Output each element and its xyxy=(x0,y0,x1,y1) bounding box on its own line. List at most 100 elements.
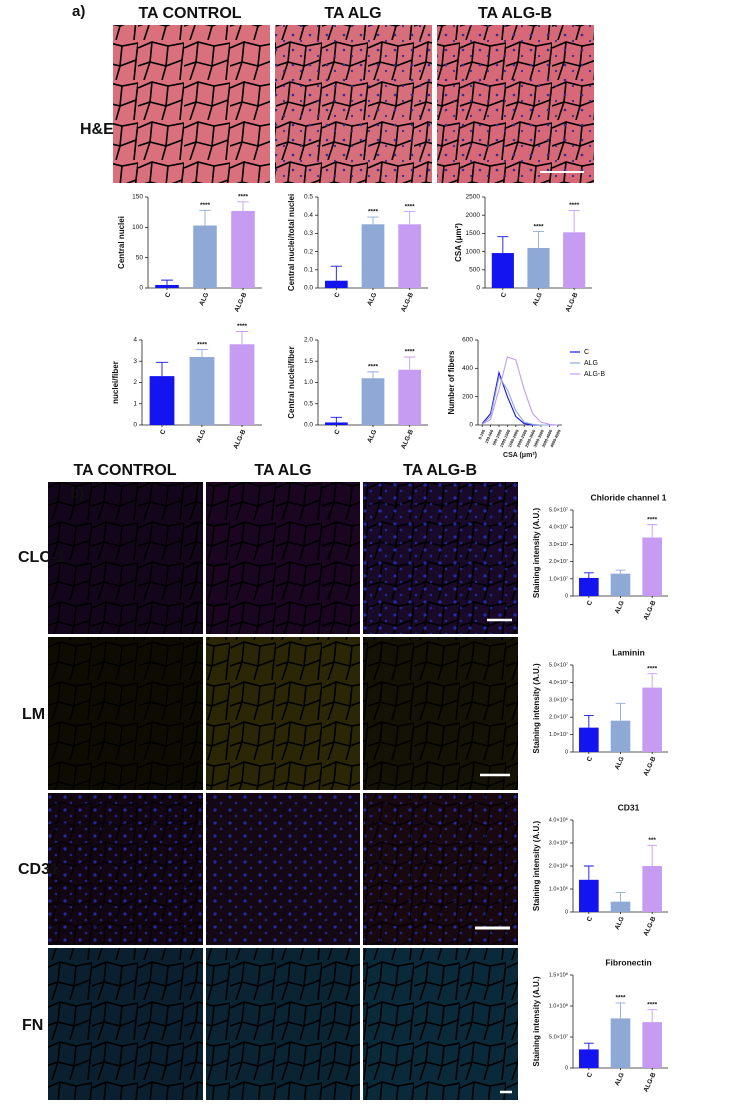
y-tick-label: 0 xyxy=(565,1065,568,1071)
x-tick-label: ALG-B xyxy=(642,599,657,621)
bar xyxy=(231,210,255,288)
bar xyxy=(610,901,631,912)
x-tick-label: C xyxy=(159,428,167,435)
y-tick-label: 0.0 xyxy=(304,285,313,292)
y-tick-label: 2.0 xyxy=(304,337,313,344)
error-bar xyxy=(647,524,658,538)
y-tick-label: 2500 xyxy=(466,194,481,201)
row-label: H&E xyxy=(80,121,114,138)
x-tick-label: ALG-B xyxy=(642,1071,657,1093)
x-tick-label: ALG xyxy=(614,756,626,771)
x-tick-label: ALG xyxy=(614,916,626,931)
y-tick-label: 2.0×10⁶ xyxy=(549,862,568,869)
y-tick-label: 500 xyxy=(469,267,480,274)
x-tick-label: C xyxy=(586,1071,594,1078)
y-tick-label: 0.0 xyxy=(304,422,313,429)
error-bar xyxy=(647,1009,658,1023)
y-tick-label: 5.0×10⁷ xyxy=(549,506,568,513)
x-tick-label: ALG-B xyxy=(564,291,579,313)
y-tick-label: 5.0×10⁷ xyxy=(549,1033,568,1040)
row-label: LM xyxy=(22,706,45,723)
y-tick-label: 1 xyxy=(133,400,137,407)
x-tick-label: C xyxy=(333,291,341,298)
legend-label: C xyxy=(584,349,589,356)
error-bar xyxy=(195,349,209,357)
y-tick-label: 2000 xyxy=(466,212,481,219)
error-bar xyxy=(615,892,626,902)
bar xyxy=(149,376,175,425)
y-tick-label: 0 xyxy=(139,285,143,292)
bar xyxy=(527,247,550,288)
x-tick-label: ALG-B xyxy=(642,915,657,937)
bar xyxy=(491,253,514,288)
y-tick-label: 3.0×10⁷ xyxy=(549,696,568,703)
y-tick-label: 150 xyxy=(132,194,143,201)
y-tick-label: 3.0×10⁶ xyxy=(549,839,568,846)
bar xyxy=(642,687,662,752)
bar xyxy=(398,224,422,288)
y-tick-label: 4 xyxy=(133,337,137,344)
row-label: CLC-1 xyxy=(18,549,65,566)
bar xyxy=(579,1049,599,1068)
y-tick-label: 3.0×10⁷ xyxy=(549,541,568,548)
x-tick-label: ALG xyxy=(614,1072,626,1087)
column-header: TA CONTROL xyxy=(73,462,176,479)
y-axis-label: Number of fibers xyxy=(447,350,456,415)
y-tick-label: 2 xyxy=(133,379,137,386)
line xyxy=(481,356,558,426)
column-header: TA ALG-B xyxy=(403,462,477,479)
y-tick-label: 0.5 xyxy=(304,400,313,407)
y-tick-label: 1.0×10⁷ xyxy=(549,731,568,738)
y-tick-label: 4.0×10⁷ xyxy=(549,679,568,686)
significance-label: **** xyxy=(647,1001,658,1008)
y-tick-label: 1.0 xyxy=(304,379,313,386)
x-tick-label: ALG-B xyxy=(400,428,415,450)
y-tick-label: 0 xyxy=(565,909,568,915)
x-tick-label: ALG xyxy=(195,429,207,444)
bar xyxy=(398,369,422,425)
bar xyxy=(155,284,179,288)
error-bar xyxy=(615,702,626,721)
chart-title: Laminin xyxy=(612,647,645,657)
significance-label: **** xyxy=(197,341,208,348)
y-tick-label: 1.0×10⁸ xyxy=(549,1002,568,1009)
significance-label: **** xyxy=(569,202,580,209)
bar xyxy=(361,378,385,425)
x-tick-label: ALG xyxy=(614,600,626,615)
if-images xyxy=(48,482,518,1100)
bar xyxy=(579,727,599,752)
y-tick-label: 0 xyxy=(469,422,473,429)
x-tick-label: 100-500 xyxy=(484,428,495,444)
x-tick-label: ALG-B xyxy=(233,291,248,313)
significance-label: **** xyxy=(405,203,416,210)
x-tick-label: ALG-B xyxy=(232,428,247,450)
chart-title: Fibronectin xyxy=(605,957,651,967)
panel-label: a) xyxy=(72,3,85,20)
significance-label: **** xyxy=(533,223,544,230)
error-bar xyxy=(583,715,594,728)
legend-label: ALG xyxy=(584,360,598,367)
column-header: TA CONTROL xyxy=(138,5,241,22)
bar xyxy=(193,225,217,288)
error-bar xyxy=(615,1002,626,1019)
y-tick-label: 1.0×10⁶ xyxy=(549,885,568,892)
x-tick-label: C xyxy=(164,291,172,298)
y-tick-label: 0.4 xyxy=(304,212,313,219)
error-bar xyxy=(647,673,658,688)
y-tick-label: 5.0×10⁷ xyxy=(549,661,568,668)
y-axis-label: Staining intensity (A.U.) xyxy=(532,821,541,912)
bar xyxy=(324,280,348,288)
y-tick-label: 0.2 xyxy=(304,248,313,255)
bar xyxy=(642,537,662,596)
y-tick-label: 1.0×10⁷ xyxy=(549,575,568,582)
panel-label: b) xyxy=(70,485,84,502)
x-tick-label: C xyxy=(586,915,594,922)
significance-label: **** xyxy=(647,516,658,523)
x-tick-label: C xyxy=(586,599,594,606)
row-label: FN xyxy=(22,1017,43,1034)
x-tick-label: C xyxy=(333,428,341,435)
x-tick-label: ALG xyxy=(198,292,210,307)
column-header: TA ALG-B xyxy=(478,5,552,22)
y-axis-label: Central nuclei/fiber xyxy=(287,346,296,418)
